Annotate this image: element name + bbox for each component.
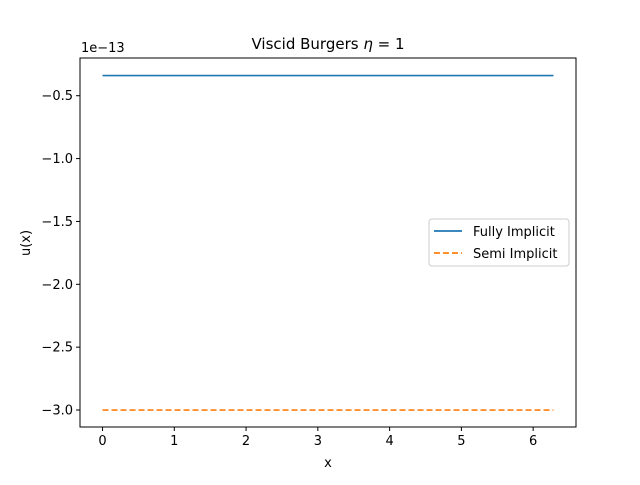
y-axis-ticks: −0.5 −1.0 −1.5 −2.0 −2.5 −3.0 (41, 89, 80, 419)
y-tick-label: −1.0 (41, 152, 73, 167)
plot-frame (79, 57, 577, 428)
x-axis-ticks: 0 1 2 3 4 5 6 (98, 427, 537, 449)
legend-label-semi-implicit: Semi Implicit (473, 247, 558, 262)
y-tick-label: −2.5 (41, 341, 73, 356)
legend: Fully Implicit Semi Implicit (428, 218, 570, 267)
y-tick-label: −2.0 (41, 278, 73, 293)
y-tick-label: −1.5 (41, 215, 73, 230)
chart-title: Viscid Burgers η = 1 (252, 35, 405, 53)
x-tick-label: 5 (457, 434, 465, 449)
y-tick-label: −0.5 (41, 89, 73, 104)
x-axis-label: x (324, 456, 332, 471)
x-tick-label: 6 (529, 434, 537, 449)
y-axis-label: u(x) (19, 230, 34, 256)
x-tick-label: 2 (242, 434, 250, 449)
x-tick-label: 1 (170, 434, 178, 449)
legend-box (428, 218, 570, 267)
x-tick-label: 4 (385, 434, 393, 449)
y-tick-label: −3.0 (41, 404, 73, 419)
x-tick-label: 0 (98, 434, 106, 449)
series-layer (102, 74, 554, 411)
legend-label-fully-implicit: Fully Implicit (473, 225, 555, 240)
y-offset-label: 1e−13 (81, 41, 125, 56)
x-tick-label: 3 (314, 434, 322, 449)
